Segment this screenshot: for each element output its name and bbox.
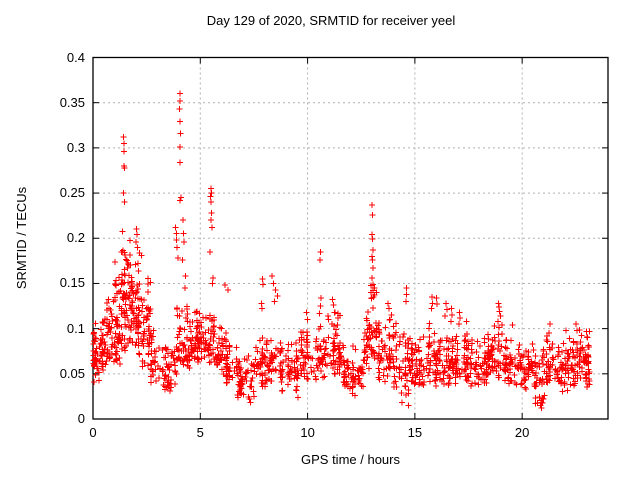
plot-border xyxy=(92,56,609,420)
y-tick-label: 0.4 xyxy=(66,49,85,65)
y-tick-label: 0.1 xyxy=(66,320,85,336)
x-tick-label: 10 xyxy=(300,425,315,440)
y-tick-label: 0 xyxy=(77,411,85,426)
x-tick-label: 15 xyxy=(407,425,423,440)
x-tick-label: 0 xyxy=(89,425,97,440)
x-axis-label: GPS time / hours xyxy=(301,452,400,467)
x-tick-label: 5 xyxy=(196,425,204,440)
y-tick-label: 0.05 xyxy=(59,365,85,381)
y-tick-label: 0.2 xyxy=(66,230,85,246)
data-points xyxy=(90,90,593,411)
chart-title: Day 129 of 2020, SRMTID for receiver yee… xyxy=(206,13,456,28)
x-tick-label: 20 xyxy=(514,425,530,440)
y-tick-label: 0.3 xyxy=(66,139,85,155)
y-tick-label: 0.35 xyxy=(59,94,85,110)
y-tick-label: 0.15 xyxy=(59,275,85,291)
y-tick-label: 0.25 xyxy=(59,185,85,201)
